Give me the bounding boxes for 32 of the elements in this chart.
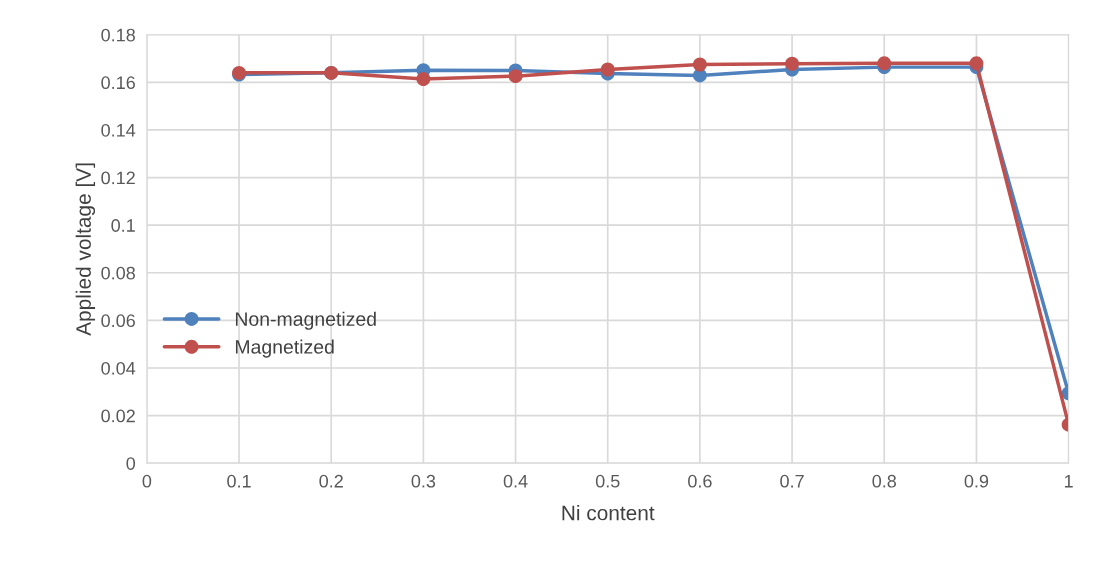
legend-label: Magnetized xyxy=(235,339,334,358)
x-tick-label: 0.6 xyxy=(688,474,712,488)
x-tick-label: 0 xyxy=(142,474,152,488)
x-tick-label: 0.5 xyxy=(595,474,620,488)
x-tick-label: 0.4 xyxy=(503,474,528,488)
x-tick-label: 0.9 xyxy=(964,474,989,488)
x-tick-label: 0.1 xyxy=(227,474,251,488)
point xyxy=(600,62,615,77)
x-tick-label: 0.8 xyxy=(872,474,897,488)
x-tick-label: 0.7 xyxy=(780,474,804,488)
y-axis-title: Applied voltage [V] xyxy=(75,163,96,336)
y-tick-label: 0.1 xyxy=(111,219,135,232)
point xyxy=(508,69,523,84)
y-tick-label: 0.04 xyxy=(101,361,136,375)
y-tick-label: 0 xyxy=(126,457,136,470)
x-axis-title: Ni content xyxy=(562,505,655,521)
point xyxy=(692,57,707,72)
point xyxy=(785,56,800,71)
y-tick-label: 0.08 xyxy=(101,266,135,280)
legend-label: Non-magnetized xyxy=(235,311,376,330)
y-tick-label: 0.02 xyxy=(101,409,135,423)
y-tick-label: 0.12 xyxy=(101,171,135,185)
point xyxy=(969,56,984,71)
point xyxy=(877,56,892,71)
x-tick-label: 0.3 xyxy=(411,474,436,488)
y-tick-label: 0.14 xyxy=(101,123,136,137)
point xyxy=(416,72,431,86)
y-tick-label: 0.16 xyxy=(101,76,135,90)
x-tick-label: 0.2 xyxy=(319,474,343,488)
x-tick-label: 1 xyxy=(1064,474,1073,488)
y-tick-label: 0.18 xyxy=(101,28,135,42)
y-tick-label: 0.06 xyxy=(101,314,135,328)
